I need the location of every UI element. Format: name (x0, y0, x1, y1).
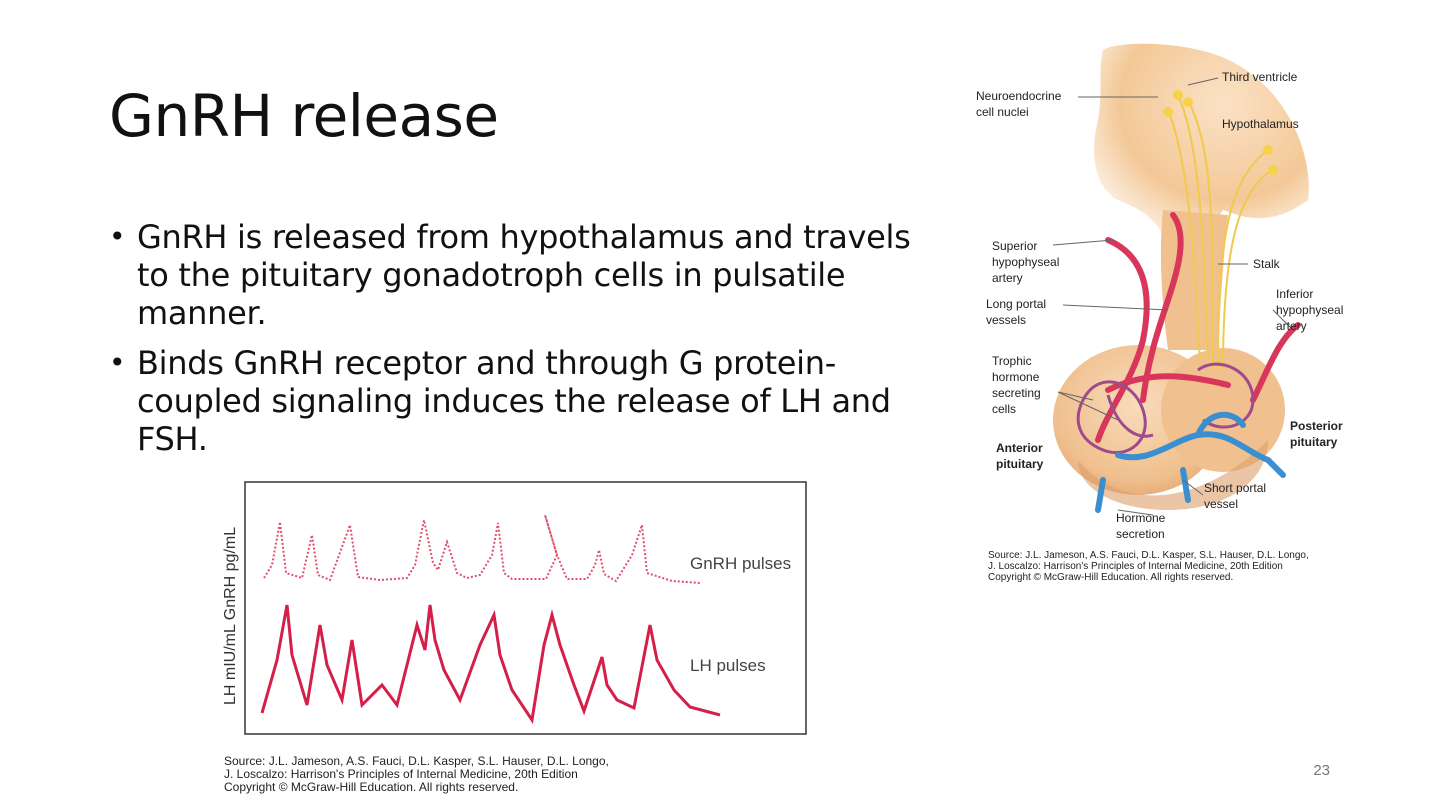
label-short-portal: Short portal vessel (1204, 481, 1266, 511)
label-hormone-secretion: Hormone secretion (1116, 511, 1166, 541)
label-superior-artery: Superior hypophyseal artery (992, 239, 1059, 285)
bullet-dot-icon: • (109, 220, 126, 253)
pituitary-lower-lobe (1078, 440, 1268, 510)
bullet-item: • GnRH is released from hypothalamus and … (109, 218, 929, 332)
lh-pulse-line (260, 604, 721, 725)
slide-title: GnRH release (109, 82, 499, 150)
y-axis-label: LH mIU/mL GnRH pg/mL (222, 527, 239, 705)
bullet-text: Binds GnRH receptor and through G protei… (137, 344, 891, 458)
plot-frame (244, 481, 807, 735)
pituitary-anatomy-figure: Third ventricle Neuroendocrine cell nucle… (976, 43, 1343, 541)
bullet-dot-icon: • (109, 346, 126, 379)
bullet-text: GnRH is released from hypothalamus and t… (137, 218, 911, 332)
nerve-fibres (1167, 94, 1274, 371)
label-trophic: Trophic hormone secreting cells (992, 354, 1041, 416)
label-hypothalamus: Hypothalamus (1222, 117, 1299, 131)
leader-lines (1052, 77, 1294, 516)
lh-pulses-label: LH pulses (690, 656, 766, 675)
label-posterior: Posterior pituitary (1290, 419, 1343, 449)
source-line: Copyright © McGraw-Hill Education. All r… (224, 780, 519, 794)
anatomy-figure-source: Source: J.L. Jameson, A.S. Fauci, D.L. K… (988, 550, 1309, 583)
page-number: 23 (1313, 762, 1330, 779)
venous-vessels (1095, 411, 1286, 513)
gnrh-pulses-label: GnRH pulses (690, 554, 791, 573)
neuron-cell-icons (1163, 90, 1278, 175)
label-neuroendocrine: Neuroendocrine cell nuclei (976, 89, 1062, 119)
pulse-figure: LH mIU/mL GnRH pg/mL GnRH pulses LH puls… (222, 481, 807, 735)
source-line: Source: J.L. Jameson, A.S. Fauci, D.L. K… (988, 550, 1309, 561)
gnrh-pulse-line (263, 514, 701, 584)
label-long-portal: Long portal vessels (986, 297, 1046, 327)
label-inferior-artery: Inferior hypophyseal artery (1276, 287, 1343, 333)
source-line: Copyright © McGraw-Hill Education. All r… (988, 572, 1234, 583)
pulse-figure-source: Source: J.L. Jameson, A.S. Fauci, D.L. K… (224, 755, 609, 794)
capillary-plexus (1076, 362, 1255, 455)
label-third-ventricle: Third ventricle (1222, 70, 1298, 84)
label-stalk: Stalk (1253, 257, 1281, 271)
source-line: J. Loscalzo: Harrison's Principles of In… (224, 767, 578, 781)
label-anterior: Anterior pituitary (996, 441, 1044, 471)
bullet-item: • Binds GnRH receptor and through G prote… (109, 344, 929, 458)
hypothalamus-tissue (1094, 43, 1309, 245)
source-line: J. Loscalzo: Harrison's Principles of In… (988, 561, 1283, 572)
source-line: Source: J.L. Jameson, A.S. Fauci, D.L. K… (224, 754, 609, 768)
bullet-list: • GnRH is released from hypothalamus and … (109, 218, 929, 470)
